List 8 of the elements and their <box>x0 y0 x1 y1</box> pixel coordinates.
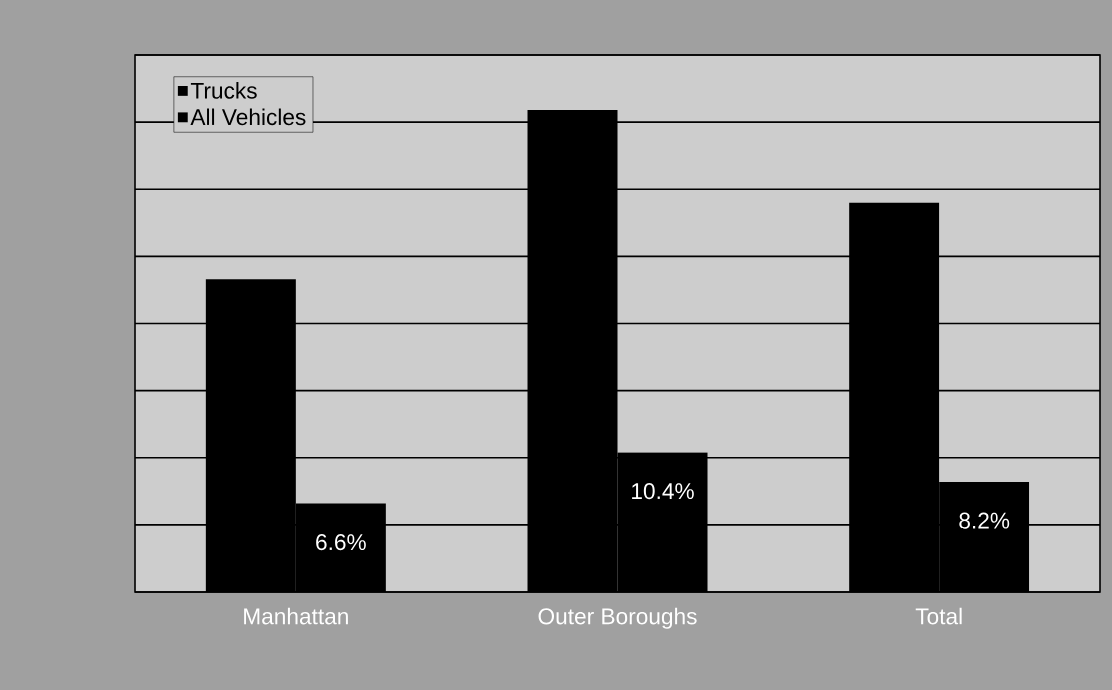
legend-label: Trucks <box>190 82 257 99</box>
data-label: 6.6% <box>316 534 366 551</box>
x-tick-label: Total <box>915 607 962 625</box>
data-label: 10.4% <box>632 483 694 500</box>
legend-label: All Vehicles <box>190 108 306 126</box>
x-tick-label: Outer Boroughs <box>538 607 697 629</box>
x-tick-label: Manhattan <box>244 607 348 625</box>
data-label: 8.2% <box>959 512 1010 529</box>
